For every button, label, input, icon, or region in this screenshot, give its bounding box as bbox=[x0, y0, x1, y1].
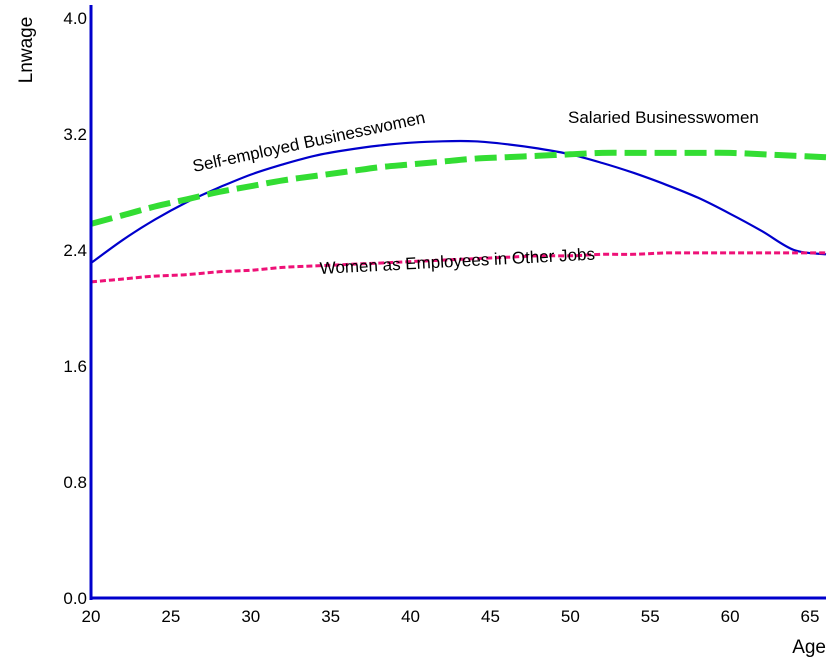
x-axis-title: Age bbox=[792, 637, 826, 658]
y-tick-label: 2.4 bbox=[63, 241, 87, 260]
x-tick-label: 25 bbox=[161, 607, 180, 626]
plot-area bbox=[90, 139, 827, 284]
x-tick-labels: 20 25 30 35 40 45 50 55 60 65 bbox=[82, 607, 820, 626]
y-tick-label: 0.0 bbox=[63, 589, 87, 608]
series-layer bbox=[90, 139, 827, 284]
series-line-salaried bbox=[90, 149, 827, 227]
x-tick-label: 60 bbox=[721, 607, 740, 626]
y-axis-title: Lnwage bbox=[16, 17, 37, 84]
x-tick-label: 35 bbox=[321, 607, 340, 626]
annotation-employees-other-jobs: Women as Employees in Other Jobs bbox=[319, 245, 595, 278]
annotations: Self-employed Businesswomen Salaried Bus… bbox=[191, 108, 759, 278]
y-tick-labels: 0.0 0.8 1.6 2.4 3.2 4.0 bbox=[63, 9, 87, 608]
annotation-salaried: Salaried Businesswomen bbox=[568, 108, 759, 127]
x-tick-label: 50 bbox=[561, 607, 580, 626]
x-tick-label: 20 bbox=[82, 607, 101, 626]
y-tick-label: 3.2 bbox=[63, 125, 87, 144]
x-tick-label: 55 bbox=[641, 607, 660, 626]
y-tick-label: 4.0 bbox=[63, 9, 87, 28]
x-tick-label: 65 bbox=[801, 607, 820, 626]
x-tick-label: 45 bbox=[481, 607, 500, 626]
y-tick-label: 1.6 bbox=[63, 357, 87, 376]
axes bbox=[89, 5, 826, 600]
x-tick-label: 30 bbox=[241, 607, 260, 626]
series-line-self-employed bbox=[90, 139, 827, 264]
y-tick-label: 0.8 bbox=[63, 473, 87, 492]
x-tick-label: 40 bbox=[401, 607, 420, 626]
